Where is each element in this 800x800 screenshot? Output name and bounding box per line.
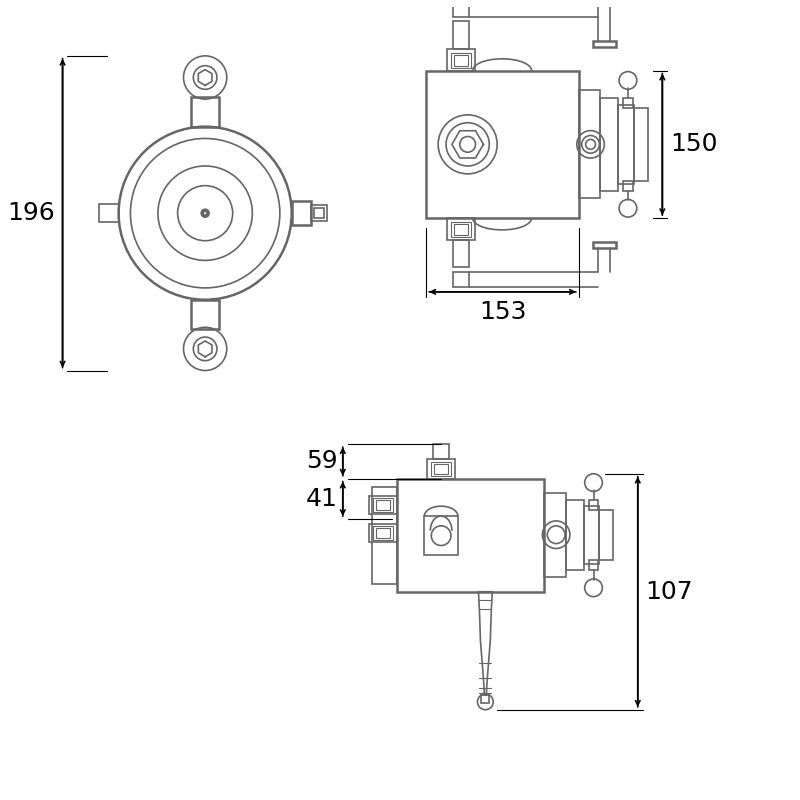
Bar (453, 272, 469, 287)
Text: 107: 107 (646, 580, 694, 604)
Bar (566, 500, 584, 570)
Bar (292, 202, 311, 225)
Bar (376, 528, 390, 538)
Text: 153: 153 (479, 300, 526, 324)
Bar (99, 204, 118, 222)
Bar (427, 459, 455, 478)
Bar (454, 224, 468, 235)
Bar (593, 242, 616, 247)
Bar (372, 486, 397, 584)
Bar (447, 218, 474, 240)
Bar (370, 496, 397, 514)
Bar (453, 240, 469, 267)
Bar (447, 49, 474, 70)
Bar (397, 478, 544, 592)
Bar (623, 98, 633, 108)
Bar (374, 526, 393, 540)
Bar (425, 516, 458, 555)
Bar (370, 524, 397, 542)
Bar (376, 500, 390, 510)
Bar (623, 181, 633, 190)
Bar (314, 208, 324, 218)
Bar (589, 500, 598, 510)
Bar (599, 510, 613, 560)
Bar (426, 70, 578, 218)
Bar (451, 222, 470, 237)
Bar (454, 55, 468, 66)
Bar (434, 444, 449, 459)
Bar (191, 300, 219, 330)
Bar (601, 98, 618, 190)
Text: 150: 150 (670, 132, 718, 156)
Bar (431, 462, 451, 476)
Circle shape (203, 211, 207, 215)
Bar (578, 90, 601, 198)
Bar (451, 53, 470, 68)
Bar (544, 494, 566, 577)
Bar (434, 464, 448, 474)
Text: 59: 59 (306, 450, 338, 474)
Circle shape (202, 210, 209, 217)
Bar (482, 695, 490, 703)
Bar (589, 560, 598, 570)
Bar (453, 22, 469, 49)
Text: 41: 41 (306, 487, 338, 511)
Bar (634, 108, 647, 181)
Text: 196: 196 (7, 201, 54, 225)
Bar (311, 206, 327, 221)
Bar (453, 2, 469, 17)
Bar (191, 97, 219, 126)
Bar (593, 41, 616, 47)
Bar (374, 498, 393, 512)
Bar (584, 506, 599, 564)
Bar (618, 105, 634, 184)
